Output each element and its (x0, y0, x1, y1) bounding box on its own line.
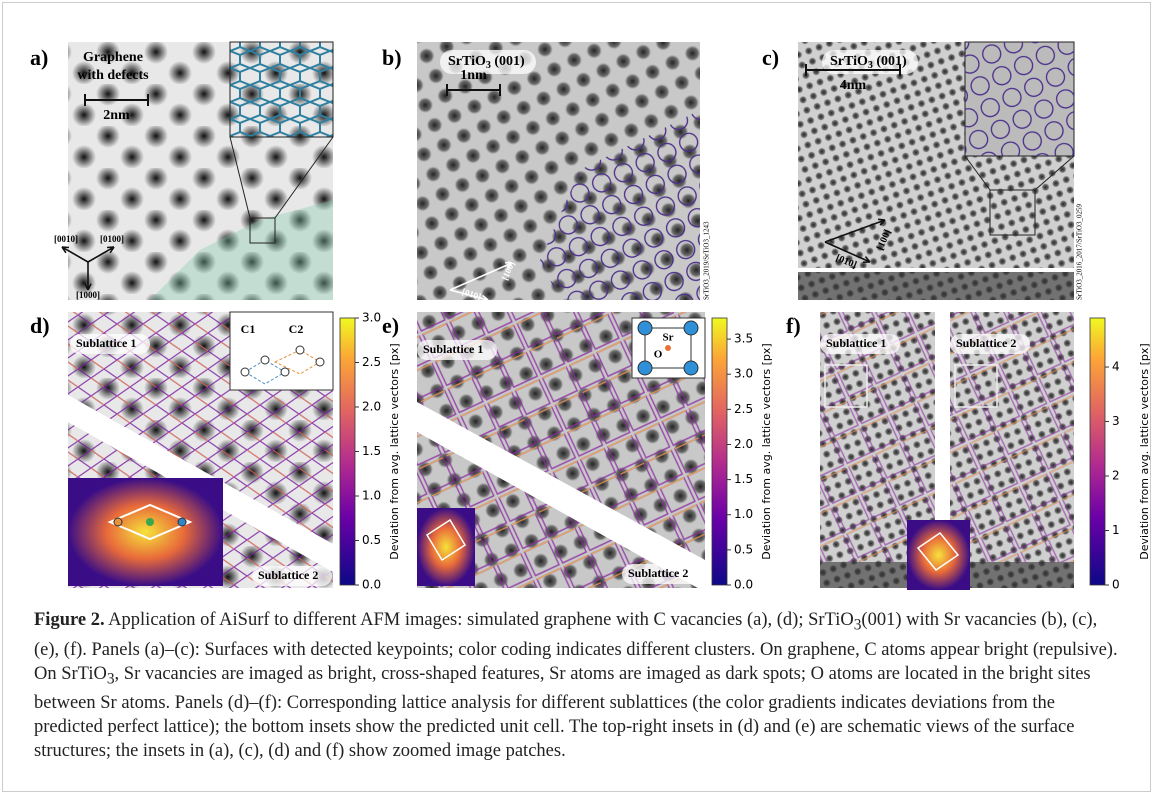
colorbar (1090, 318, 1105, 585)
tick-label: 2.0 (362, 400, 381, 414)
tick-label: 4 (1112, 360, 1120, 374)
sublattice-label: Sublattice 2 (628, 566, 688, 580)
tick-label: 0 (1112, 578, 1120, 592)
tick-label: 3.0 (734, 367, 753, 381)
tick-label: 3 (1112, 414, 1120, 428)
tick-label: 0.0 (734, 578, 753, 592)
tick-label: 1.0 (734, 507, 753, 521)
step-dark (798, 272, 1074, 300)
sublattice-label: Sublattice 1 (76, 336, 136, 350)
unit-cell-f (907, 520, 970, 590)
tick-label: 2.5 (734, 402, 753, 416)
colorbar-label: Deviation from avg. lattice vectors [px] (388, 343, 401, 559)
tick-label: 3.0 (362, 311, 381, 325)
figure: a) b) c) d) e) f) Graphene with defects 2nm [0010… (0, 0, 1153, 600)
panel-label: c) (762, 45, 779, 70)
colorbar-label: Deviation from avg. lattice vectors [px] (760, 343, 773, 559)
tick-label: 1.5 (362, 444, 381, 458)
tick-label: 2 (1112, 469, 1120, 483)
tick-label: 2.0 (734, 437, 753, 451)
tick-label: 1.0 (362, 489, 381, 503)
caption-run: , Sr vacancies are imaged as bright, cro… (34, 664, 1091, 762)
site-label: Sr (663, 332, 674, 344)
sublattice-label: Sublattice 2 (258, 568, 318, 582)
title-part: SrTiO (448, 54, 486, 69)
title: with defects (77, 68, 149, 83)
panel-label: a) (30, 45, 48, 70)
o-site (665, 345, 671, 351)
tick-label: 2.5 (362, 355, 381, 369)
site-label: O (654, 349, 663, 361)
title-part: (001) (491, 54, 525, 69)
tick-label: 1.5 (734, 472, 753, 486)
site (114, 518, 122, 526)
site-label: C1 (241, 322, 256, 336)
panel-label: f) (786, 313, 801, 338)
title-part: (001) (873, 54, 907, 69)
colorbar (340, 318, 355, 585)
colorbar (712, 318, 727, 585)
tick-label: 1 (1112, 523, 1120, 537)
tick-label: 0.5 (362, 533, 381, 547)
tick-label: 3.5 (734, 332, 753, 346)
unit-cell-e (417, 508, 475, 586)
tick-label: 0.0 (362, 578, 381, 592)
site (178, 518, 186, 526)
panel-label: d) (30, 313, 50, 338)
step (798, 268, 1074, 272)
direction: [0010] (54, 234, 78, 244)
scale-label: 2nm (103, 108, 130, 123)
page: a) b) c) d) e) f) Graphene with defects 2nm [0010… (0, 0, 1153, 805)
panel-label: b) (382, 45, 402, 70)
scale-label: 4nm (840, 78, 867, 93)
caption-run: Figure 2. (34, 610, 105, 630)
direction: [0100] (100, 234, 124, 244)
colorbar-label: Deviation from avg. lattice vectors [px] (1138, 343, 1151, 559)
panel-label: e) (382, 313, 399, 338)
sublattice-label: Sublattice 1 (826, 336, 886, 350)
tick-label: 0.5 (734, 542, 753, 556)
title: Graphene (83, 50, 143, 65)
direction: [1000] (76, 290, 100, 300)
inset-a (230, 42, 333, 137)
scale-label: 1nm (460, 68, 487, 83)
title-part: SrTiO (830, 54, 868, 69)
site (146, 518, 154, 526)
sublattice-label: Sublattice 2 (956, 336, 1016, 350)
site-label: C2 (289, 322, 304, 336)
inset-c-kp (965, 42, 1074, 156)
source: SrTiO3_2016_2017/SrTiO3_0259 (1076, 204, 1084, 300)
caption-run: Application of AiSurf to different AFM i… (105, 610, 854, 630)
source: SrTiO3_2019/SrTiO3_1243 (703, 221, 711, 300)
caption-run: 3 (107, 670, 115, 687)
caption: Figure 2. Application of AiSurf to diffe… (34, 608, 1119, 763)
unit-cell-d (68, 478, 223, 586)
sublattice-label: Sublattice 1 (423, 342, 483, 356)
